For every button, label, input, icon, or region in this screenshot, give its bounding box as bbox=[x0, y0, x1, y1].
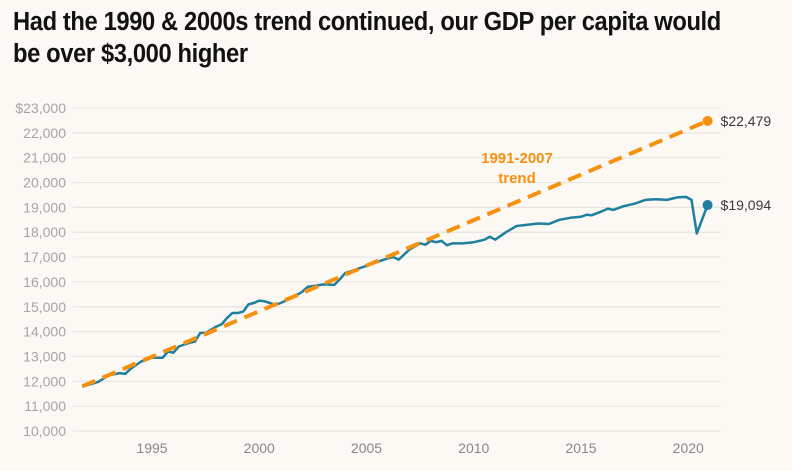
y-tick-label: 15,000 bbox=[23, 299, 66, 315]
y-tick-label: 13,000 bbox=[23, 348, 66, 364]
annotations: 1991-2007 trend bbox=[481, 150, 553, 187]
gdp-end-point bbox=[702, 200, 713, 211]
series-group bbox=[81, 115, 713, 389]
gdp-end-label: $19,094 bbox=[721, 197, 772, 213]
y-tick-label: 21,000 bbox=[23, 150, 66, 166]
trend-end-label: $22,479 bbox=[721, 113, 772, 129]
y-tick-label: 14,000 bbox=[23, 324, 66, 340]
trend-line bbox=[81, 119, 709, 389]
chart-title: Had the 1990 & 2000s trend continued, ou… bbox=[13, 8, 721, 68]
y-tick-label: 19,000 bbox=[23, 199, 66, 215]
x-tick-label: 1995 bbox=[136, 440, 167, 456]
end-labels: $19,094 $22,479 bbox=[721, 113, 772, 213]
y-axis-ticks: 10,000 11,000 12,000 13,000 14,000 15,000 16,0… bbox=[15, 100, 66, 439]
x-tick-label: 2020 bbox=[673, 440, 704, 456]
x-tick-label: 2000 bbox=[244, 440, 275, 456]
x-axis-ticks: 1995 2000 2005 2010 2015 2020 bbox=[136, 440, 704, 456]
y-tick-label: $23,000 bbox=[15, 100, 66, 116]
gdp-line bbox=[81, 195, 709, 388]
x-tick-label: 2010 bbox=[458, 440, 489, 456]
y-tick-label: 18,000 bbox=[23, 224, 66, 240]
trend-end-point bbox=[702, 115, 713, 126]
x-tick-label: 2005 bbox=[351, 440, 382, 456]
y-tick-label: 22,000 bbox=[23, 125, 66, 141]
y-tick-label: 20,000 bbox=[23, 175, 66, 191]
x-tick-label: 2015 bbox=[565, 440, 596, 456]
y-tick-label: 10,000 bbox=[23, 423, 66, 439]
y-tick-label: 17,000 bbox=[23, 249, 66, 265]
trend-annotation-line: trend bbox=[498, 170, 536, 187]
gridlines bbox=[73, 107, 721, 432]
y-tick-label: 16,000 bbox=[23, 274, 66, 290]
y-tick-label: 12,000 bbox=[23, 373, 66, 389]
y-tick-label: 11,000 bbox=[24, 398, 66, 414]
trend-annotation-line: 1991-2007 bbox=[481, 150, 553, 167]
